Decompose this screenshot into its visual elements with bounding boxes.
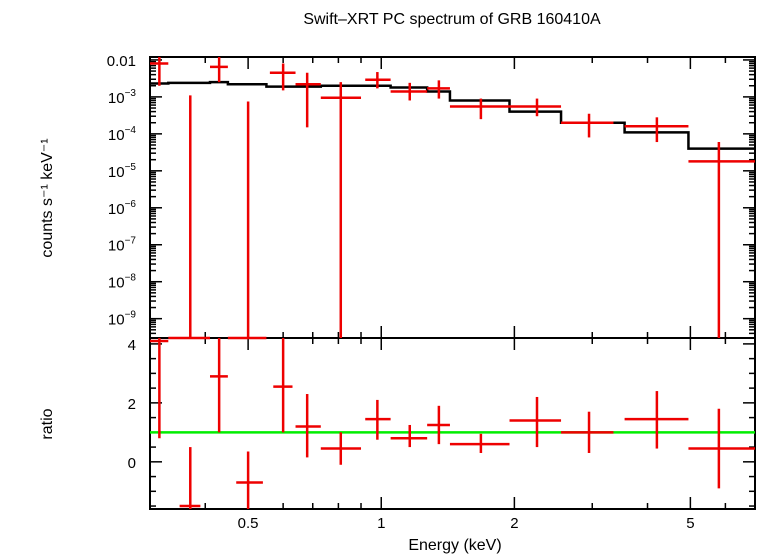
ratio-data-point	[236, 451, 263, 509]
y-tick-label: 4	[128, 337, 136, 354]
ratio-data-point	[273, 338, 293, 433]
spectrum-data-point	[561, 113, 614, 138]
y-tick-label: 10−3	[108, 88, 137, 107]
ratio-data-point	[624, 391, 689, 449]
ratio-data-point	[561, 411, 614, 453]
spectrum-frame	[149, 56, 756, 339]
ratio-frame	[149, 337, 756, 510]
ratio-data-point	[688, 408, 755, 489]
x-axis-label: Energy (keV)	[408, 537, 501, 554]
spectrum-data-point	[227, 101, 267, 340]
axis-ticks	[149, 57, 756, 509]
y-tick-label: 10−8	[108, 273, 137, 292]
spectrum-data-point	[427, 80, 450, 99]
chart-title: Swift–XRT PC spectrum of GRB 160410A	[303, 11, 601, 28]
y-tick-label: 0	[128, 455, 136, 472]
y-tick-label: 10−6	[108, 199, 137, 218]
spectrum-data-point	[295, 72, 321, 128]
y-tick-label: 0.01	[107, 53, 136, 70]
x-tick-label: 2	[510, 515, 518, 532]
ratio-data-point	[449, 433, 510, 453]
ratio-data-point	[365, 399, 391, 440]
ratio-panel	[149, 337, 756, 510]
spectrum-data-point	[168, 95, 210, 340]
spectrum-data-point	[365, 72, 391, 89]
ratio-data-point	[390, 424, 428, 448]
y-axis-label-spectrum: counts s⁻¹ keV⁻¹	[39, 138, 56, 257]
spectrum-data-point	[269, 63, 296, 91]
spectrum-data-point	[150, 57, 169, 86]
ratio-data-point	[209, 338, 228, 433]
data-layer	[150, 57, 755, 509]
spectrum-data-point	[209, 57, 228, 83]
y-tick-label: 10−7	[108, 236, 137, 255]
model-step-line	[150, 80, 755, 150]
x-tick-label: 1	[377, 515, 385, 532]
ratio-data-point	[320, 432, 362, 465]
spectrum-data-point	[509, 98, 562, 117]
y-axis-label-ratio: ratio	[39, 408, 56, 439]
y-tick-label: 10−9	[108, 310, 137, 329]
y-tick-label: 10−5	[108, 162, 137, 181]
model-layer	[150, 80, 755, 434]
spectrum-data-point	[320, 82, 362, 338]
y-tick-label: 10−4	[108, 125, 137, 144]
spectrum-data-point	[390, 82, 428, 101]
spectrum-panel	[149, 56, 756, 339]
spectrum-data-point	[449, 98, 510, 120]
ratio-data-point	[295, 394, 321, 458]
spectrum-data-point	[624, 117, 689, 143]
x-tick-label: 5	[686, 515, 694, 532]
x-tick-label: 0.5	[238, 515, 259, 532]
tick-labels: 0.5 1 2 5 0.01 10−3 10−4 10−5 10−6 10−7 10−8 10−9 0 2…	[107, 53, 695, 532]
ratio-data-point	[150, 338, 169, 439]
ratio-data-point	[509, 396, 562, 448]
y-tick-label: 2	[128, 396, 136, 413]
ratio-data-point	[427, 405, 450, 445]
ratio-data-point	[179, 447, 201, 509]
spectrum-data-point	[688, 142, 755, 338]
